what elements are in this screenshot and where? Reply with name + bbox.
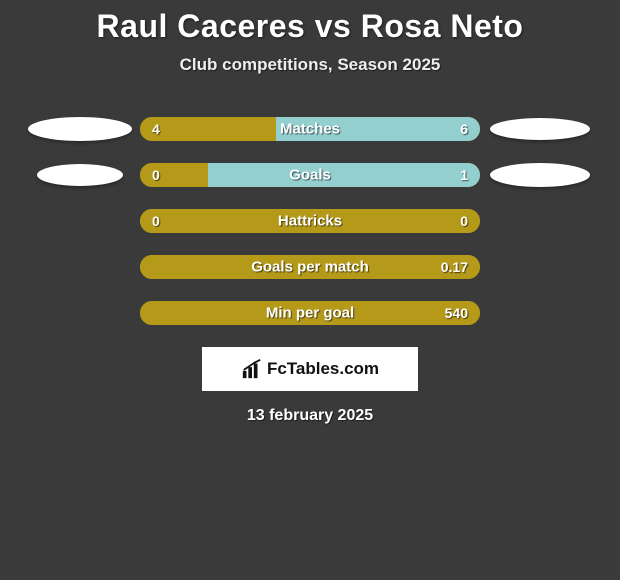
stat-bar: 0 0 Hattricks — [140, 209, 480, 233]
stat-row: 540 Min per goal — [0, 301, 620, 325]
stat-value-left: 0 — [152, 167, 160, 183]
stat-value-right: 1 — [460, 167, 468, 183]
stat-row: 0 0 Hattricks — [0, 209, 620, 233]
subtitle: Club competitions, Season 2025 — [0, 55, 620, 75]
logo-box: FcTables.com — [202, 347, 418, 391]
bar-right-fill — [208, 163, 480, 187]
stat-bar: 0 1 Goals — [140, 163, 480, 187]
stat-label: Goals — [289, 167, 331, 184]
player-shape-left — [28, 117, 132, 141]
stat-row: 0.17 Goals per match — [0, 255, 620, 279]
player-shape-left — [37, 164, 123, 186]
page-title: Raul Caceres vs Rosa Neto — [0, 8, 620, 45]
stat-row: 4 6 Matches — [0, 117, 620, 141]
player-shape-right — [490, 118, 590, 140]
stat-bar: 540 Min per goal — [140, 301, 480, 325]
stat-value-right: 0 — [460, 213, 468, 229]
left-side — [20, 117, 140, 141]
stat-bar: 0.17 Goals per match — [140, 255, 480, 279]
site-logo: FcTables.com — [241, 358, 379, 380]
bar-left-fill — [140, 117, 276, 141]
logo-text: FcTables.com — [267, 359, 379, 379]
right-side — [480, 163, 600, 187]
stat-label: Min per goal — [266, 305, 354, 322]
stat-label: Hattricks — [278, 213, 342, 230]
comparison-card: Raul Caceres vs Rosa Neto Club competiti… — [0, 0, 620, 425]
stat-label: Matches — [280, 121, 340, 138]
stats-list: 4 6 Matches 0 1 Goals 0 0 Hattricks 0.17 Goals per… — [0, 117, 620, 325]
bars-icon — [241, 358, 263, 380]
stat-value-left: 4 — [152, 121, 160, 137]
footer-date: 13 february 2025 — [0, 407, 620, 425]
player-shape-right — [490, 163, 590, 187]
stat-value-right: 540 — [445, 305, 468, 321]
left-side — [20, 164, 140, 186]
stat-row: 0 1 Goals — [0, 163, 620, 187]
stat-value-left: 0 — [152, 213, 160, 229]
bar-left-fill — [140, 163, 208, 187]
stat-value-right: 6 — [460, 121, 468, 137]
stat-label: Goals per match — [251, 259, 369, 276]
stat-value-right: 0.17 — [441, 259, 468, 275]
right-side — [480, 118, 600, 140]
stat-bar: 4 6 Matches — [140, 117, 480, 141]
